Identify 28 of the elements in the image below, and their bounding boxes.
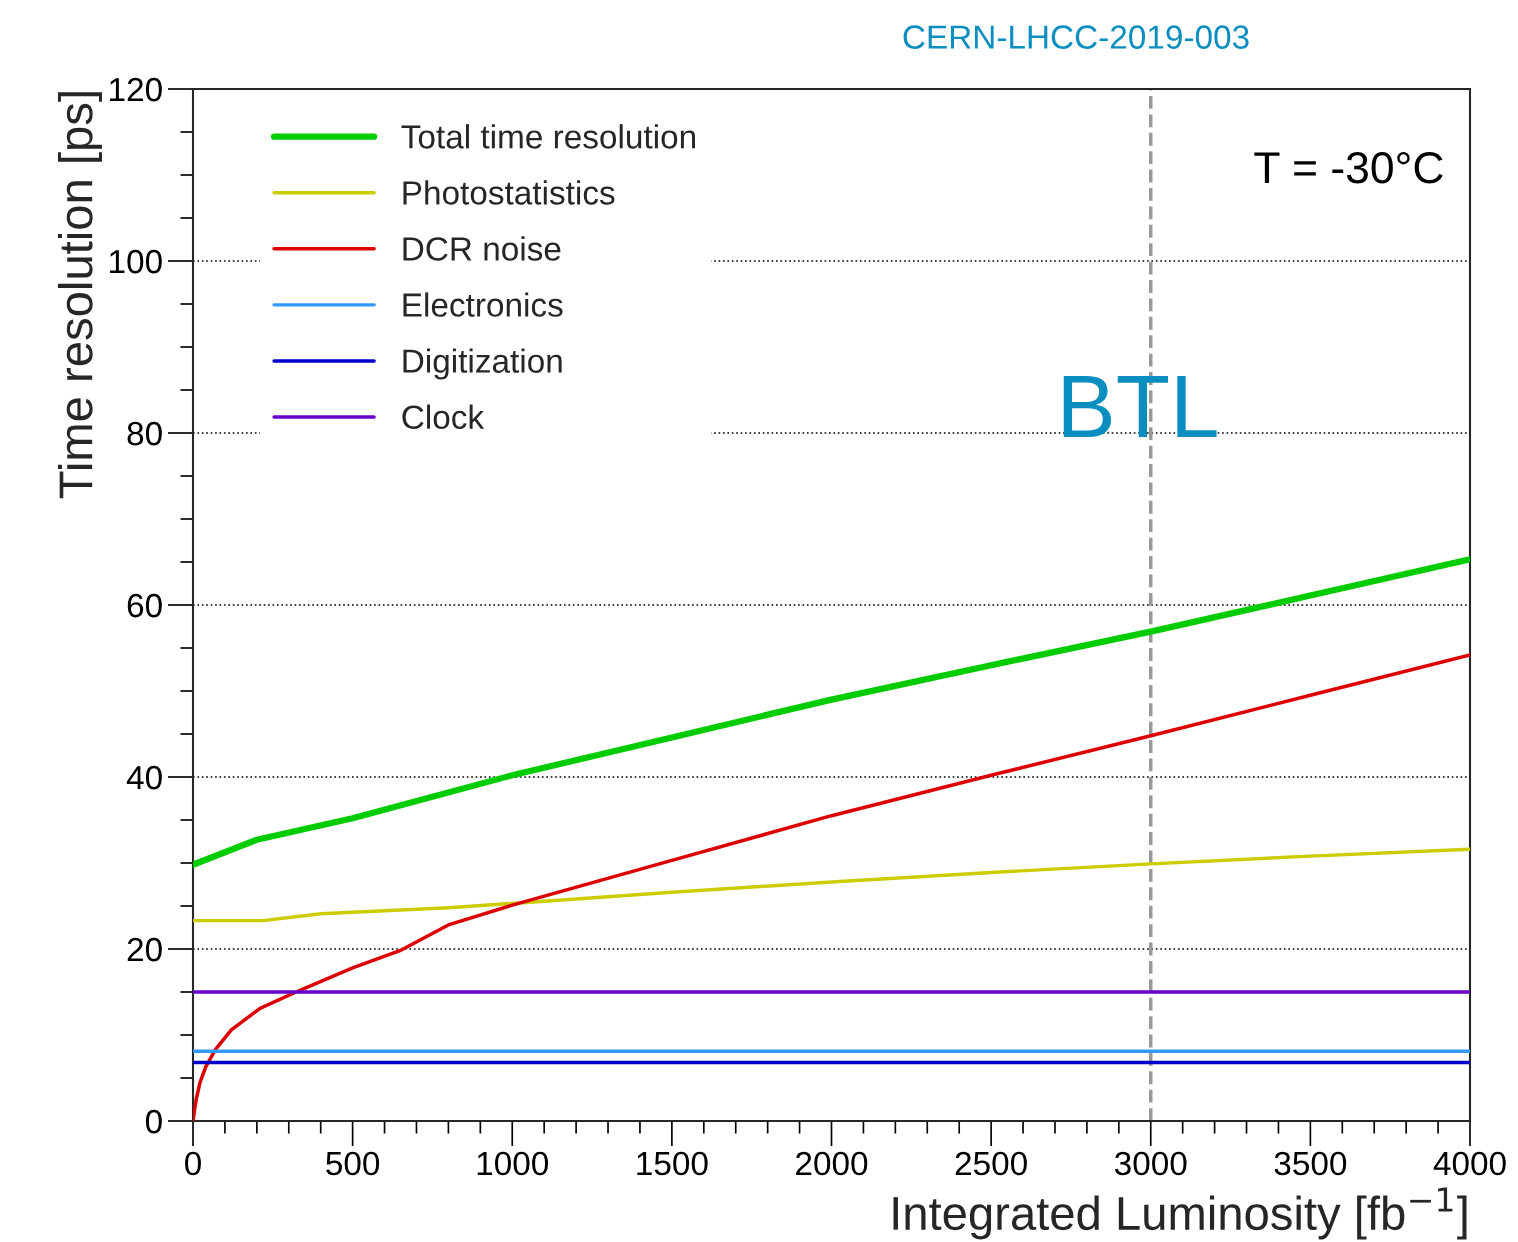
legend-label: Digitization — [403, 348, 562, 380]
x-tick-label: 0 — [185, 1151, 201, 1176]
legend-label: Photostatistics — [403, 180, 615, 205]
y-tick-label: 0 — [145, 1109, 162, 1134]
x-tick-label: 3500 — [1274, 1151, 1347, 1176]
x-tick-label: 3000 — [1114, 1151, 1187, 1176]
legend-label: Electronics — [403, 292, 563, 317]
annotation: T = -30°C — [1254, 152, 1443, 184]
y-tick-label: 100 — [110, 249, 162, 274]
line-series — [193, 847, 1470, 923]
y-tick-label: 80 — [127, 421, 162, 446]
y-axis-title: Time resolution [ps] — [57, 92, 102, 499]
x-tick-label: 1000 — [477, 1151, 549, 1176]
text: CERN-LHCC-2019-003 — [903, 25, 1249, 49]
x-tick-label: 2000 — [796, 1151, 868, 1176]
x-tick-label: 1500 — [637, 1151, 708, 1176]
y-tick-label: 20 — [127, 937, 162, 962]
x-tick-label: 2500 — [955, 1151, 1027, 1176]
annotation: BTL — [1063, 375, 1217, 438]
y-tick-label: 40 — [126, 765, 162, 790]
legend-label: Total time resolution — [401, 124, 696, 149]
x-tick-label: 500 — [326, 1151, 380, 1176]
legend-label: DCR noise — [403, 236, 561, 261]
x-axis-title: Integrated Luminosity [fb$^{−1}$] — [893, 1187, 1467, 1240]
x-tick-label: 4000 — [1433, 1151, 1506, 1176]
legend-label: Clock — [402, 404, 485, 430]
y-tick-label: 120 — [110, 77, 162, 102]
y-tick-label: 60 — [127, 593, 162, 618]
